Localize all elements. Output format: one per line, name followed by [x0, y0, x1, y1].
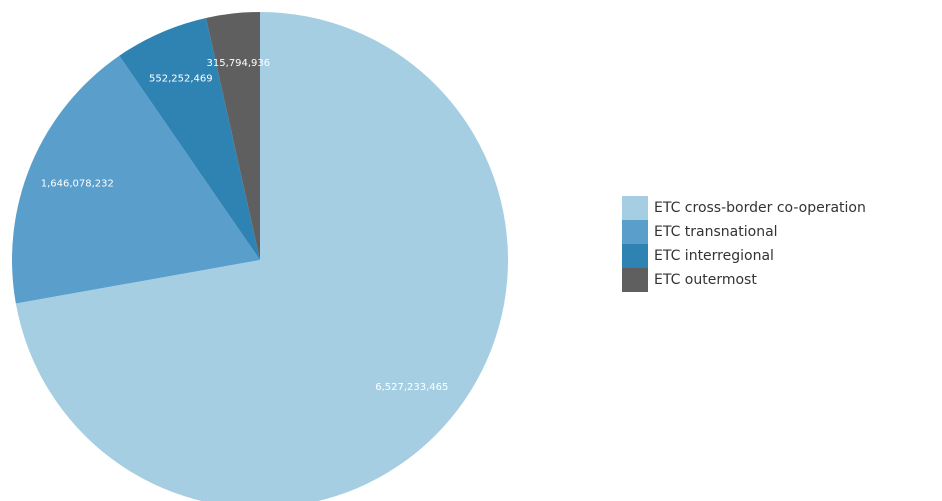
legend-label: ETC outermost	[654, 272, 757, 288]
legend-swatch	[622, 196, 648, 220]
legend-label: ETC interregional	[654, 248, 774, 264]
legend-swatch	[622, 268, 648, 292]
data-label: 315,794,936	[207, 58, 271, 69]
data-label: 552,252,469	[149, 74, 213, 85]
data-label: 1,646,078,232	[41, 179, 114, 190]
legend-label: ETC transnational	[654, 224, 778, 240]
pie-slice	[15, 12, 508, 501]
pie-slice	[12, 55, 261, 304]
data-label: 6,527,233,465	[375, 382, 448, 393]
legend-label: ETC cross-border co-operation	[654, 200, 866, 216]
legend-swatch	[622, 220, 648, 244]
pie-slice	[206, 12, 260, 260]
pie-slice	[119, 17, 260, 260]
legend-swatch	[622, 244, 648, 268]
